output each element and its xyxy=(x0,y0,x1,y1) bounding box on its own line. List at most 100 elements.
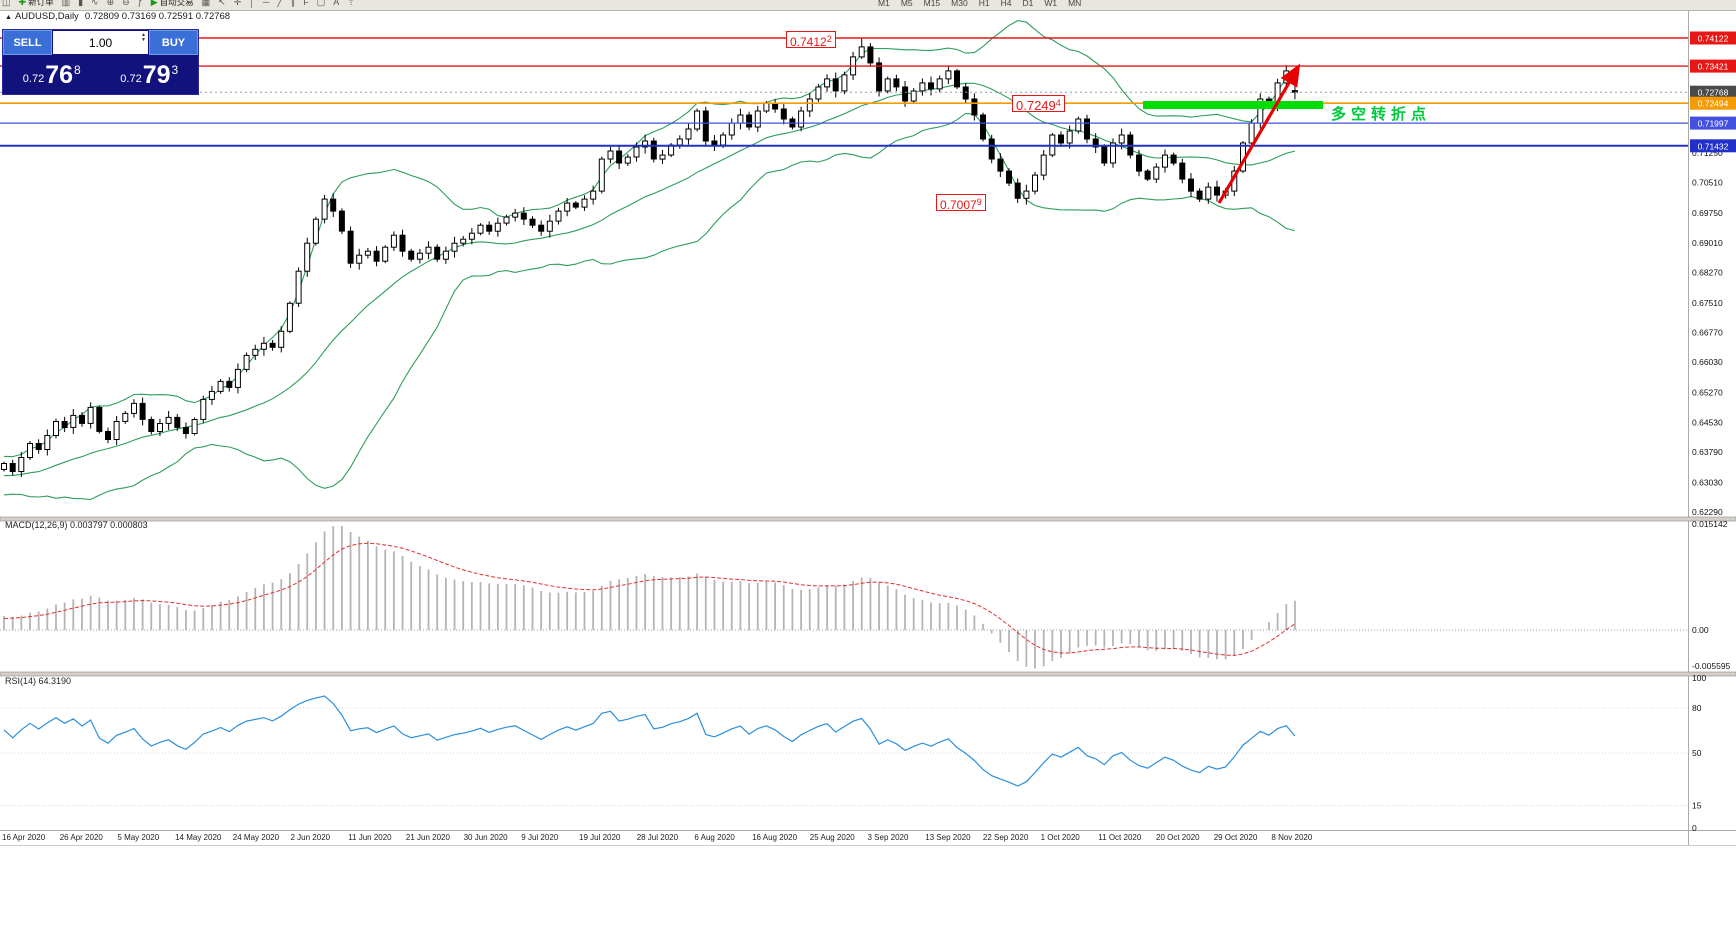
buy-button[interactable]: BUY xyxy=(149,30,198,55)
svg-text:0.73421: 0.73421 xyxy=(1698,62,1729,72)
price-label-high[interactable]: 0.74122 xyxy=(786,31,836,49)
timeframe-d1[interactable]: D1 xyxy=(1022,0,1034,8)
svg-text:11 Oct 2020: 11 Oct 2020 xyxy=(1098,833,1142,842)
shapes-icon[interactable]: ▢ xyxy=(316,0,326,7)
zoom-in-icon[interactable]: ⊕ xyxy=(106,0,115,7)
price-label-low[interactable]: 0.70079 xyxy=(936,194,986,212)
svg-text:11 Jun 2020: 11 Jun 2020 xyxy=(348,833,392,842)
svg-text:16 Aug 2020: 16 Aug 2020 xyxy=(752,833,797,842)
price-label-mid-pip: 4 xyxy=(1055,98,1061,108)
svg-text:0: 0 xyxy=(1692,823,1697,833)
svg-text:0.64530: 0.64530 xyxy=(1692,417,1723,427)
svg-text:25 Aug 2020: 25 Aug 2020 xyxy=(810,833,855,842)
indicators-icon[interactable]: ƒ xyxy=(137,0,143,7)
svg-text:9 Jul 2020: 9 Jul 2020 xyxy=(521,833,558,842)
svg-text:14 May 2020: 14 May 2020 xyxy=(175,833,222,842)
svg-text:0.71432: 0.71432 xyxy=(1698,141,1729,151)
svg-text:20 Oct 2020: 20 Oct 2020 xyxy=(1156,833,1200,842)
svg-text:22 Sep 2020: 22 Sep 2020 xyxy=(983,833,1029,842)
svg-text:24 May 2020: 24 May 2020 xyxy=(233,833,280,842)
stepper-up-icon[interactable]: ▲ xyxy=(141,32,146,38)
svg-text:0.72768: 0.72768 xyxy=(1698,88,1729,98)
svg-text:1 Oct 2020: 1 Oct 2020 xyxy=(1041,833,1081,842)
svg-text:0.69010: 0.69010 xyxy=(1692,238,1723,248)
horizontal-lines-layer[interactable] xyxy=(0,37,1688,147)
svg-text:80: 80 xyxy=(1692,703,1702,713)
price-label-mid-main: 0.7249 xyxy=(1016,98,1056,113)
price-axis[interactable]: 0.71250 0.70510 0.69750 0.69010 0.68270 0.675… xyxy=(1690,31,1736,518)
toolbar: ◫ ✚ 新订单 ▥ ▮ ∿ ⊕ ⊖ ƒ ▶ 自动交易 ▦ ↖ ✛ │ ─ ╱ ∥ F ▢ A ⇡ M1 M5 M15 M30 H1… xyxy=(0,0,1736,11)
vertical-line-icon[interactable]: │ xyxy=(249,0,255,7)
sell-price-prefix: 0.72 xyxy=(22,73,45,85)
zoom-out-icon[interactable]: ⊖ xyxy=(122,0,130,7)
fibonacci-icon[interactable]: F xyxy=(303,0,309,7)
svg-text:8 Nov 2020: 8 Nov 2020 xyxy=(1271,833,1312,842)
svg-text:0.63030: 0.63030 xyxy=(1692,477,1723,487)
price-label-mid[interactable]: 0.72494 xyxy=(1012,95,1065,113)
svg-text:0.66770: 0.66770 xyxy=(1692,328,1723,338)
auto-trading-button[interactable]: ▶ 自动交易 xyxy=(150,0,194,7)
svg-text:30 Jun 2020: 30 Jun 2020 xyxy=(464,833,509,842)
new-order-button[interactable]: ✚ 新订单 xyxy=(18,0,54,7)
turning-point-label[interactable]: 多空转折点 xyxy=(1331,106,1432,123)
symbol-period-label: AUDUSD,Daily xyxy=(14,11,79,22)
svg-text:-0.005595: -0.005595 xyxy=(1692,661,1731,671)
trendline-icon[interactable]: ╱ xyxy=(277,0,283,7)
rsi-name: RSI(14) xyxy=(5,676,37,686)
cursor-icon[interactable]: ↖ xyxy=(218,0,226,7)
timeframe-m5[interactable]: M5 xyxy=(900,0,913,8)
macd-values: 0.003797 0.000803 xyxy=(70,520,148,530)
sell-button[interactable]: SELL xyxy=(3,30,52,55)
price-label-low-main: 0.7007 xyxy=(940,198,977,212)
channel-icon[interactable]: ∥ xyxy=(290,0,296,7)
macd-pane-label: MACD(12,26,9) 0.003797 0.000803 xyxy=(5,520,148,530)
macd-indicator xyxy=(3,526,1296,669)
sell-price-big: 76 xyxy=(45,61,74,89)
one-click-trading-panel: SELL 1.00 ▲ ▼ BUY 0.72 76 8 0.72 79 3 xyxy=(2,29,199,95)
svg-text:26 Apr 2020: 26 Apr 2020 xyxy=(60,833,104,842)
svg-text:16 Apr 2020: 16 Apr 2020 xyxy=(2,833,46,842)
timeframe-m15[interactable]: M15 xyxy=(923,0,941,8)
timeframe-h4[interactable]: H4 xyxy=(1000,0,1012,8)
toolbar-icons: ◫ ✚ 新订单 ▥ ▮ ∿ ⊕ ⊖ ƒ ▶ 自动交易 ▦ ↖ ✛ │ ─ ╱ ∥ F ▢ A ⇡ xyxy=(2,0,355,9)
timeframe-w1[interactable]: W1 xyxy=(1044,0,1058,8)
timeframe-mn[interactable]: MN xyxy=(1068,0,1082,8)
macd-signal-line xyxy=(3,542,1296,656)
price-label-high-pip: 2 xyxy=(826,34,832,44)
svg-text:0.00: 0.00 xyxy=(1692,625,1709,635)
volume-field[interactable]: 1.00 ▲ ▼ xyxy=(53,31,148,54)
rsi-value: 64.3190 xyxy=(38,676,72,686)
chart-line-icon[interactable]: ∿ xyxy=(91,0,99,7)
chart-window-icon[interactable]: ◫ xyxy=(2,0,11,7)
timeframe-h1[interactable]: H1 xyxy=(978,0,990,8)
svg-text:0.69750: 0.69750 xyxy=(1692,208,1723,218)
chart-bars-icon[interactable]: ▥ xyxy=(61,0,71,7)
svg-text:0.71997: 0.71997 xyxy=(1698,119,1729,129)
collapse-icon[interactable]: ▲ xyxy=(5,14,12,21)
stepper-down-icon[interactable]: ▼ xyxy=(141,37,146,43)
support-highlight-bar[interactable] xyxy=(1143,101,1323,109)
price-label-high-main: 0.7412 xyxy=(790,35,827,49)
date-axis[interactable]: 16 Apr 2020 26 Apr 2020 5 May 2020 14 May 2… xyxy=(2,833,1313,842)
horizontal-line-icon[interactable]: ─ xyxy=(262,0,270,7)
svg-text:100: 100 xyxy=(1692,673,1706,683)
buy-price: 0.72 79 3 xyxy=(101,55,199,96)
sell-price-pip: 8 xyxy=(74,63,81,77)
rsi-line xyxy=(3,695,1296,787)
svg-text:0.66030: 0.66030 xyxy=(1692,357,1723,367)
tile-windows-icon[interactable]: ▦ xyxy=(201,0,211,7)
ohlc-values: 0.72809 0.73169 0.72591 0.72768 xyxy=(84,11,231,22)
svg-text:19 Jul 2020: 19 Jul 2020 xyxy=(579,833,621,842)
candles-layer xyxy=(1,38,1298,478)
price-label-low-pip: 9 xyxy=(976,197,982,207)
text-label-icon[interactable]: A xyxy=(333,0,340,7)
crosshair-icon[interactable]: ✛ xyxy=(233,0,242,7)
volume-value: 1.00 xyxy=(88,35,113,50)
timeframe-m1[interactable]: M1 xyxy=(878,0,890,8)
arrow-object-icon[interactable]: ⇡ xyxy=(347,0,355,7)
volume-stepper[interactable]: ▲ ▼ xyxy=(141,33,146,43)
svg-text:13 Sep 2020: 13 Sep 2020 xyxy=(925,833,971,842)
chart-candles-icon[interactable]: ▮ xyxy=(78,0,84,7)
timeframe-m30[interactable]: M30 xyxy=(951,0,968,8)
